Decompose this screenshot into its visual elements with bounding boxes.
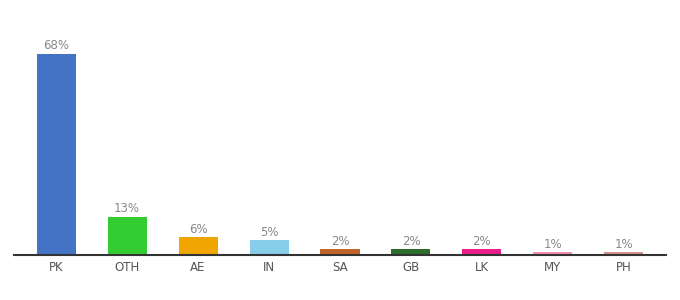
Text: 2%: 2% [330,235,350,248]
Bar [320,249,360,255]
Bar [179,237,218,255]
Bar [392,249,430,255]
Text: 2%: 2% [473,235,491,248]
Text: 1%: 1% [543,238,562,250]
Text: 13%: 13% [114,202,140,215]
Bar [250,240,288,255]
Bar [462,249,501,255]
Text: 68%: 68% [43,39,69,52]
Bar [107,217,147,255]
Text: 1%: 1% [615,238,633,250]
Bar [605,252,643,255]
Bar [37,54,75,255]
Bar [533,252,573,255]
Text: 5%: 5% [260,226,278,239]
Text: 2%: 2% [402,235,420,248]
Text: 6%: 6% [189,223,207,236]
